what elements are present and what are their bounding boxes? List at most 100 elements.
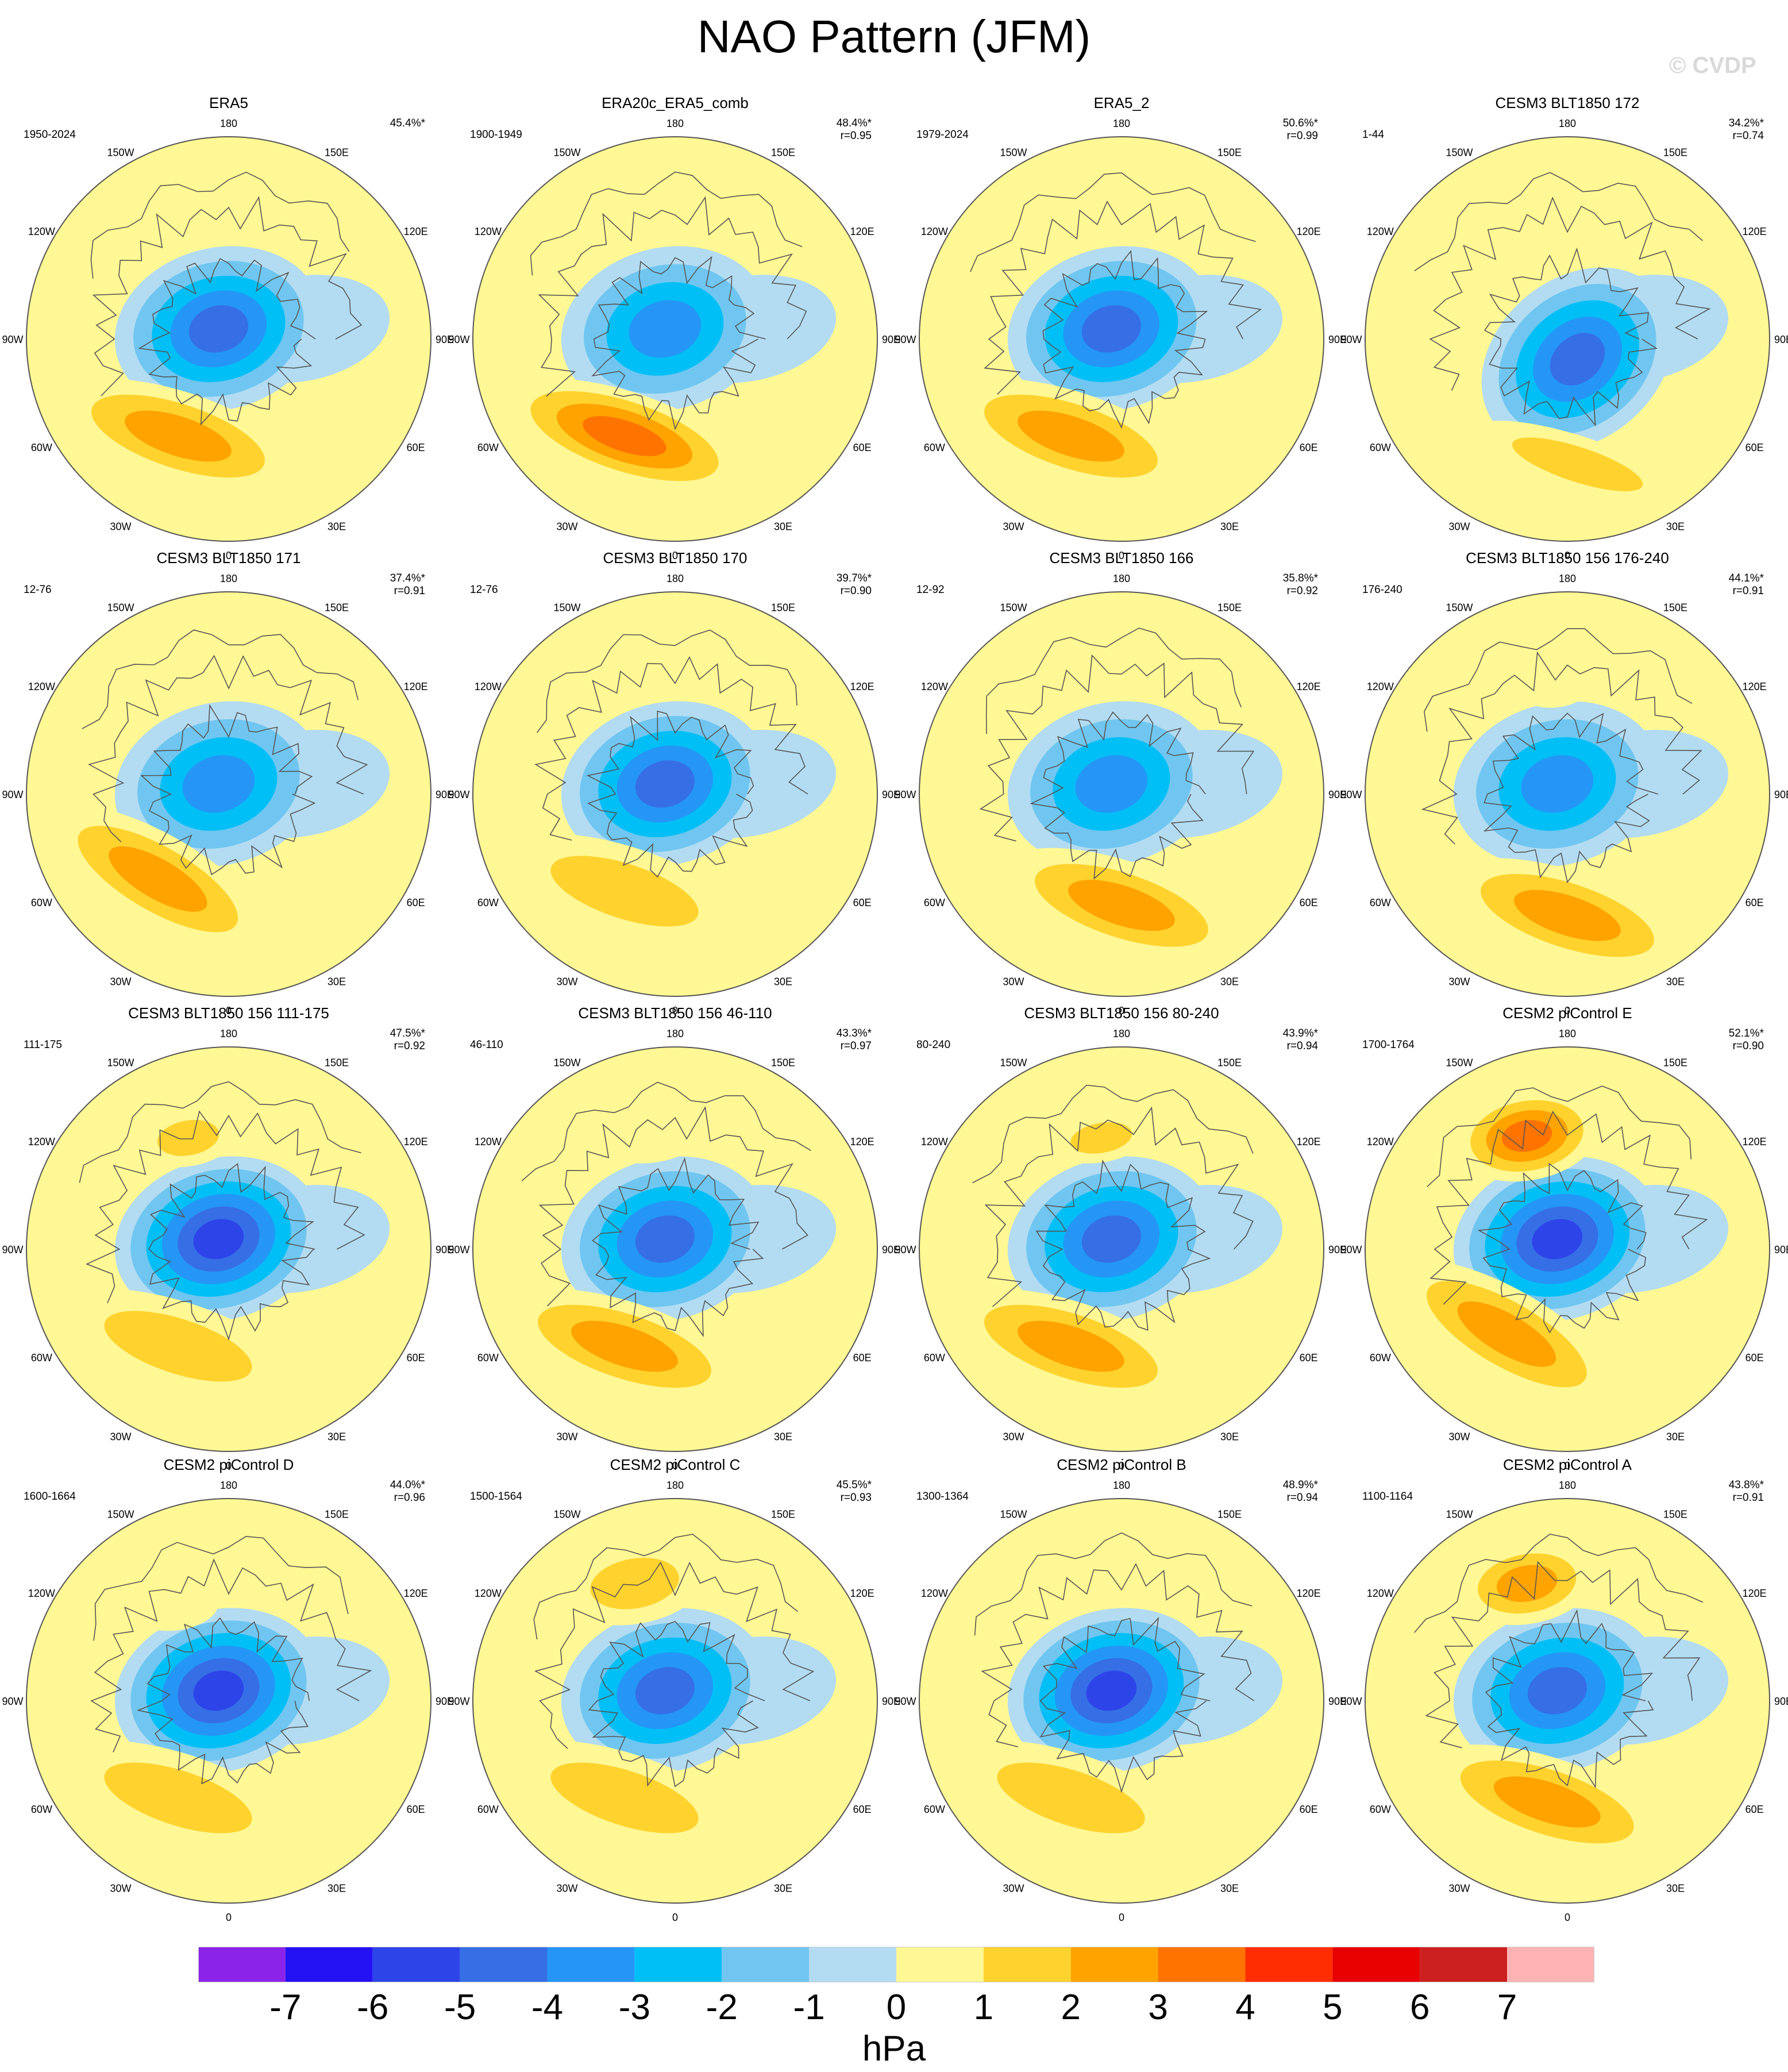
lon-label: 120W <box>921 1136 948 1147</box>
lon-label: 30W <box>556 976 577 988</box>
lon-label: 150E <box>325 147 349 158</box>
lon-label: 30E <box>327 1883 346 1894</box>
lon-label: 120E <box>404 226 428 237</box>
coastlines <box>972 1084 1254 1331</box>
high-anomaly <box>1514 889 1621 941</box>
lon-label: 30E <box>774 521 792 533</box>
lon-label: 30W <box>1448 1883 1470 1894</box>
panel-variance: 43.3%* <box>837 1027 872 1039</box>
panel-variance: 45.5%* <box>837 1479 872 1491</box>
lon-label: 30W <box>1003 976 1024 988</box>
lon-label: 90W <box>895 1696 916 1707</box>
lon-label: 120E <box>1297 226 1321 237</box>
lon-label: 60E <box>1745 1804 1764 1815</box>
panel-period: 1500-1564 <box>470 1491 522 1503</box>
lon-label: 120W <box>475 1136 502 1147</box>
lon-label: 60W <box>1370 1804 1391 1815</box>
lon-label: 30W <box>1003 1431 1024 1443</box>
lon-label: 150W <box>1000 1508 1027 1520</box>
lon-label: 30E <box>1220 976 1239 988</box>
coastlines <box>521 1081 811 1338</box>
panel-correlation: r=0.94 <box>1287 1492 1319 1504</box>
panel-title: CESM2 piControl B <box>1057 1456 1186 1473</box>
lon-label: 150E <box>1663 1057 1687 1068</box>
panel-correlation: r=0.99 <box>1287 130 1318 142</box>
panel-title: CESM3 BLT1850 156 46-110 <box>578 1004 772 1022</box>
panel-correlation: r=0.93 <box>841 1492 872 1504</box>
panel-title: CESM3 BLT1850 172 <box>1496 94 1640 111</box>
coastlines <box>82 629 368 876</box>
lon-label: 90E <box>436 334 454 345</box>
map-outline <box>472 591 878 997</box>
lon-label: 60W <box>1370 897 1391 908</box>
lon-label: 120W <box>921 1588 948 1599</box>
lon-label: 180 <box>1559 1028 1576 1039</box>
panel-correlation: r=0.91 <box>1733 1492 1764 1504</box>
low-anomaly <box>1527 1667 1587 1715</box>
lon-label: 0 <box>1119 1460 1124 1472</box>
lon-label: 90E <box>1774 789 1788 800</box>
lon-label: 150E <box>771 602 795 613</box>
panel-title: ERA5 <box>209 94 248 111</box>
lon-label: 90W <box>448 1696 469 1707</box>
low-anomaly <box>635 1667 695 1715</box>
colorbar-bin <box>1070 1947 1158 1982</box>
pacific-anomaly <box>590 1558 679 1609</box>
map-panel: 180 150E 120E 90E 60E 30E 0 30W 60W 90W 120W 150W ER… <box>895 94 1347 561</box>
lon-label: 90E <box>436 1244 454 1255</box>
lon-label: 180 <box>1113 573 1130 584</box>
panel-title: CESM2 piControl D <box>164 1456 294 1473</box>
high-anomaly <box>104 1311 252 1382</box>
lon-label: 60W <box>31 897 52 908</box>
colorbar-bin <box>1158 1947 1246 1982</box>
coastlines <box>534 629 808 878</box>
lon-label: 60E <box>1745 897 1764 908</box>
lon-label: 180 <box>1559 118 1576 129</box>
page-title: NAO Pattern (JFM) <box>697 11 1091 62</box>
lon-label: 60W <box>31 1804 52 1815</box>
lon-label: 120W <box>475 1588 502 1599</box>
lon-label: 30E <box>327 521 346 533</box>
lon-label: 90W <box>2 1696 23 1707</box>
panel-period: 1700-1764 <box>1362 1039 1415 1051</box>
lon-label: 60E <box>853 1352 872 1364</box>
lon-label: 60W <box>924 1804 945 1815</box>
lon-label: 150W <box>553 147 580 158</box>
map-panel: 180 150E 120E 90E 60E 30E 0 30W 60W 90W 120W 150W CE… <box>448 1004 900 1472</box>
lon-label: 60E <box>1300 1804 1318 1815</box>
map-panel: 180 150E 120E 90E 60E 30E 0 30W 60W 90W 120W 150W CE… <box>895 1004 1347 1472</box>
lon-label: 120W <box>28 1136 55 1147</box>
panel-correlation: r=0.92 <box>394 1040 425 1052</box>
lon-label: 120W <box>1367 681 1394 692</box>
high-anomaly <box>1512 437 1643 492</box>
map-outline <box>472 1046 878 1452</box>
pacific-anomaly <box>1501 1120 1552 1152</box>
lon-label: 180 <box>1559 1480 1576 1491</box>
lon-label: 30E <box>1220 1431 1239 1443</box>
low-anomaly <box>188 305 248 353</box>
lon-label: 120W <box>475 681 502 692</box>
colorbar-bin <box>1245 1947 1333 1982</box>
panel-correlation: r=0.97 <box>841 1040 872 1052</box>
lon-label: 150W <box>1446 1508 1473 1520</box>
lon-label: 90E <box>1328 789 1347 800</box>
lon-label: 150W <box>1446 147 1473 158</box>
panel-title: ERA5_2 <box>1094 94 1150 111</box>
panel-period: 1100-1164 <box>1362 1491 1413 1503</box>
lon-label: 0 <box>1564 550 1570 561</box>
lon-label: 150W <box>107 147 134 158</box>
lon-label: 60W <box>924 442 945 453</box>
coastlines <box>974 1532 1255 1793</box>
colorbar-tick-label: -4 <box>531 1988 564 2027</box>
lon-label: 180 <box>1113 1028 1130 1039</box>
lon-label: 150W <box>107 1508 134 1520</box>
lon-label: 30W <box>1003 1883 1024 1894</box>
colorbar-bin <box>983 1947 1071 1982</box>
lon-label: 150E <box>1217 147 1242 158</box>
high-anomaly <box>1493 1776 1601 1828</box>
lon-label: 120W <box>1367 1136 1394 1147</box>
lon-label: 0 <box>1119 550 1124 561</box>
panel-title: CESM3 BLT1850 156 80-240 <box>1024 1004 1219 1022</box>
colorbar-tick-label: -3 <box>618 1988 650 2027</box>
lon-label: 90W <box>2 1244 23 1255</box>
